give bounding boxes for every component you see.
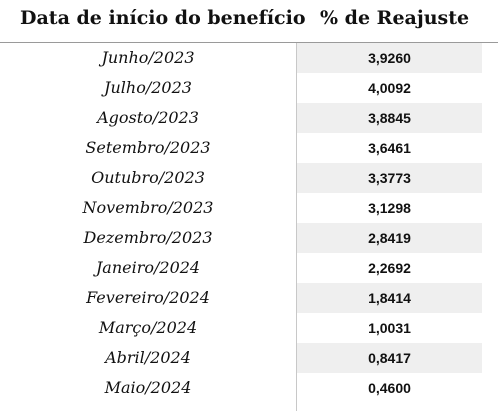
row-date: Novembro/2023 — [82, 198, 214, 217]
table-header: Data de início do benefício % de Reajust… — [0, 0, 498, 43]
row-percent: 3,8845 — [297, 103, 482, 133]
table-row: Abril/2024 0,8417 — [0, 343, 498, 373]
row-date: Setembro/2023 — [85, 138, 211, 157]
row-percent: 3,9260 — [297, 43, 482, 73]
row-percent: 1,8414 — [297, 283, 482, 313]
row-percent: 3,3773 — [297, 163, 482, 193]
row-percent: 3,6461 — [297, 133, 482, 163]
row-percent: 0,8417 — [297, 343, 482, 373]
row-date: Fevereiro/2024 — [86, 288, 210, 307]
row-percent: 3,1298 — [297, 193, 482, 223]
row-date: Julho/2023 — [104, 78, 192, 97]
column-divider — [296, 43, 297, 411]
row-date: Abril/2024 — [105, 348, 191, 367]
table-row: Julho/2023 4,0092 — [0, 73, 498, 103]
table-row: Março/2024 1,0031 — [0, 313, 498, 343]
row-date: Outubro/2023 — [91, 168, 205, 187]
table-row: Agosto/2023 3,8845 — [0, 103, 498, 133]
row-date: Janeiro/2024 — [95, 258, 201, 277]
row-percent: 2,8419 — [297, 223, 482, 253]
table-row: Junho/2023 3,9260 — [0, 43, 498, 73]
row-percent: 0,4600 — [297, 373, 482, 403]
row-percent: 1,0031 — [297, 313, 482, 343]
header-date: Data de início do benefício — [20, 7, 306, 29]
table-row: Setembro/2023 3,6461 — [0, 133, 498, 163]
row-percent: 2,2692 — [297, 253, 482, 283]
row-date: Dezembro/2023 — [83, 228, 213, 247]
table-row: Fevereiro/2024 1,8414 — [0, 283, 498, 313]
table-row: Dezembro/2023 2,8419 — [0, 223, 498, 253]
table-row: Janeiro/2024 2,2692 — [0, 253, 498, 283]
row-date: Junho/2023 — [101, 48, 195, 67]
table-row: Novembro/2023 3,1298 — [0, 193, 498, 223]
row-percent: 4,0092 — [297, 73, 482, 103]
row-date: Março/2024 — [98, 318, 198, 337]
table-row: Maio/2024 0,4600 — [0, 373, 498, 403]
row-date: Agosto/2023 — [97, 108, 199, 127]
table-row: Outubro/2023 3,3773 — [0, 163, 498, 193]
header-percent: % de Reajuste — [320, 7, 470, 29]
row-date: Maio/2024 — [104, 378, 192, 397]
